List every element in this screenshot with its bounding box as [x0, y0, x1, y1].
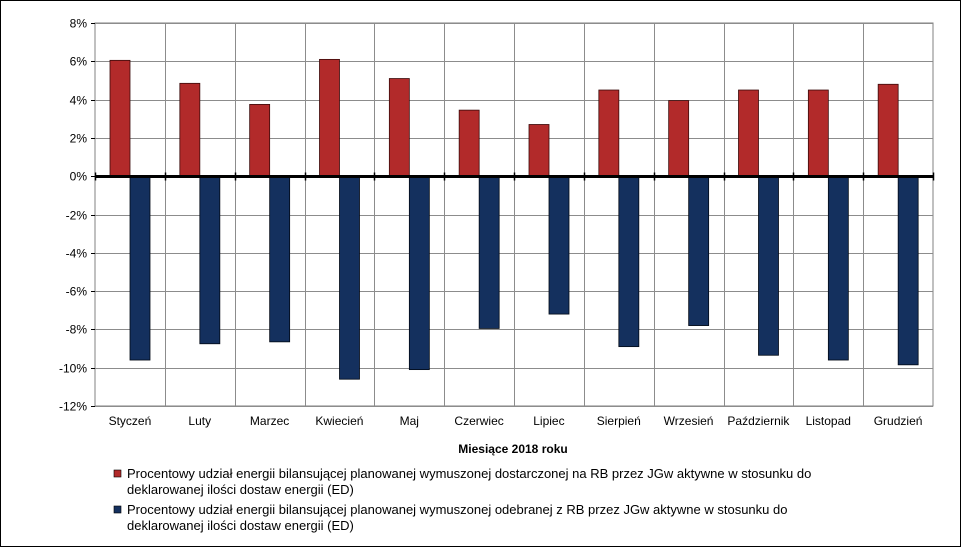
bar-received	[897, 175, 919, 366]
x-axis-title: Miesiące 2018 roku	[458, 442, 567, 456]
legend-swatch-received	[113, 505, 122, 514]
x-tick-label: Sierpień	[597, 414, 641, 428]
bar-received	[478, 175, 500, 329]
y-tick-label: -12%	[59, 400, 87, 414]
legend-label: deklarowanej ilości dostaw energii (ED)	[127, 518, 354, 533]
x-tick-label: Luty	[188, 414, 211, 428]
bar-delivered	[388, 78, 410, 177]
bar-delivered	[598, 89, 620, 177]
y-tick-label: -8%	[66, 323, 88, 337]
bar-delivered	[807, 89, 829, 177]
x-tick-label: Marzec	[250, 414, 289, 428]
x-tick-label: Wrzesień	[664, 414, 714, 428]
x-tick-label: Lipiec	[533, 414, 564, 428]
y-tick-label: -10%	[59, 362, 87, 376]
y-tick-label: 2%	[70, 132, 88, 146]
x-tick-label: Maj	[400, 414, 419, 428]
bar-received	[339, 175, 360, 380]
bar-received	[688, 175, 710, 326]
bar-received	[408, 175, 430, 371]
bar-delivered	[249, 103, 271, 177]
y-tick-label: 8%	[70, 17, 88, 31]
bars-layer	[109, 58, 919, 380]
legend-label: deklarowanej ilości dostaw energii (ED)	[127, 482, 354, 497]
bar-received	[199, 175, 221, 345]
bar-received	[269, 175, 291, 343]
bar-received	[827, 175, 849, 361]
x-tick-label: Kwiecień	[315, 414, 363, 428]
y-tick-label: -4%	[66, 247, 88, 261]
x-tick-label: Styczeń	[109, 414, 152, 428]
y-tick-label: -6%	[66, 285, 88, 299]
x-tick-label: Czerwiec	[454, 414, 503, 428]
x-tick-label: Październik	[727, 414, 790, 428]
bar-delivered	[668, 100, 690, 177]
bar-received	[129, 175, 151, 361]
bar-delivered	[877, 83, 899, 177]
bar-delivered	[738, 89, 759, 177]
legend-label: Procentowy udział energii bilansującej p…	[127, 466, 811, 481]
bar-delivered	[109, 59, 131, 177]
grid-layer	[94, 22, 934, 407]
bar-received	[548, 175, 570, 315]
y-tick-label: -2%	[66, 209, 88, 223]
y-tick-label: 0%	[70, 170, 88, 184]
legend: Procentowy udział energii bilansującej p…	[113, 466, 811, 533]
legend-label: Procentowy udział energii bilansującej p…	[127, 502, 787, 517]
bar-delivered	[458, 109, 480, 177]
bar-received	[618, 175, 640, 348]
bar-delivered	[319, 58, 340, 177]
x-tick-label: Grudzień	[874, 414, 923, 428]
bar-delivered	[528, 124, 550, 177]
bar-delivered	[179, 82, 201, 177]
y-tick-label: 4%	[70, 94, 88, 108]
bar-received	[758, 175, 779, 356]
axis-layer: 8% 6% 4% 2% 0% -2% -4% -6% -8% -10% -12% Styczeń Lut…	[59, 17, 935, 428]
legend-swatch-delivered	[113, 469, 122, 478]
x-tick-label: Listopad	[806, 414, 851, 428]
y-tick-label: 6%	[70, 55, 88, 69]
